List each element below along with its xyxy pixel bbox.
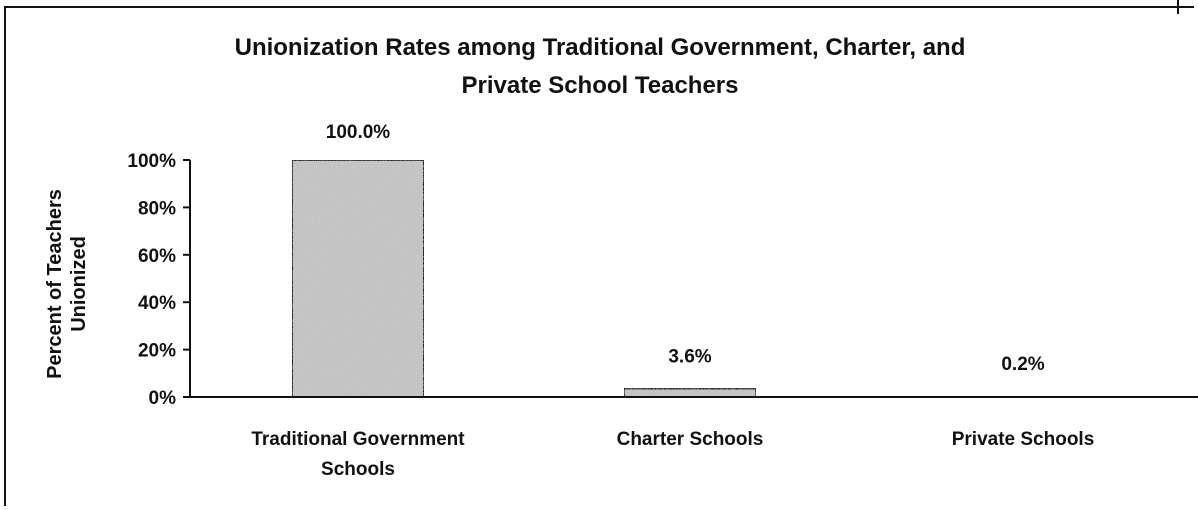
bar xyxy=(291,159,425,398)
y-axis-title: Percent of Teachers Unionized xyxy=(44,189,90,379)
y-axis-ticks: 0% 20% 40% 60% 80% 100% xyxy=(127,151,190,409)
data-label: 0.2% xyxy=(1001,354,1044,375)
category-label: Private Schools xyxy=(952,429,1095,450)
data-label: 3.6% xyxy=(668,346,711,367)
data-labels: 100.0% 3.6% 0.2% xyxy=(326,122,1045,375)
chart-title-line-2: Private School Teachers xyxy=(461,72,738,99)
bar xyxy=(623,387,757,398)
y-tick-label: 100% xyxy=(127,151,176,172)
data-label: 100.0% xyxy=(326,122,391,143)
category-label: Schools xyxy=(321,459,395,480)
chart-title-line-1: Unionization Rates among Traditional Gov… xyxy=(235,34,966,61)
y-axis-title-line-2: Unionized xyxy=(68,236,90,332)
y-axis-title-line-1: Percent of Teachers xyxy=(44,189,66,379)
y-tick-label: 40% xyxy=(138,293,176,314)
category-label: Traditional Government xyxy=(251,429,465,450)
y-tick-label: 80% xyxy=(138,198,176,219)
category-label: Charter Schools xyxy=(617,429,764,450)
category-labels: Traditional Government Schools Charter Sch… xyxy=(251,429,1094,480)
chart-frame xyxy=(4,6,1194,506)
frame-tick xyxy=(1177,0,1179,14)
y-tick-label: 60% xyxy=(138,246,176,267)
y-tick-label: 20% xyxy=(138,341,176,362)
y-tick-label: 0% xyxy=(149,388,177,409)
